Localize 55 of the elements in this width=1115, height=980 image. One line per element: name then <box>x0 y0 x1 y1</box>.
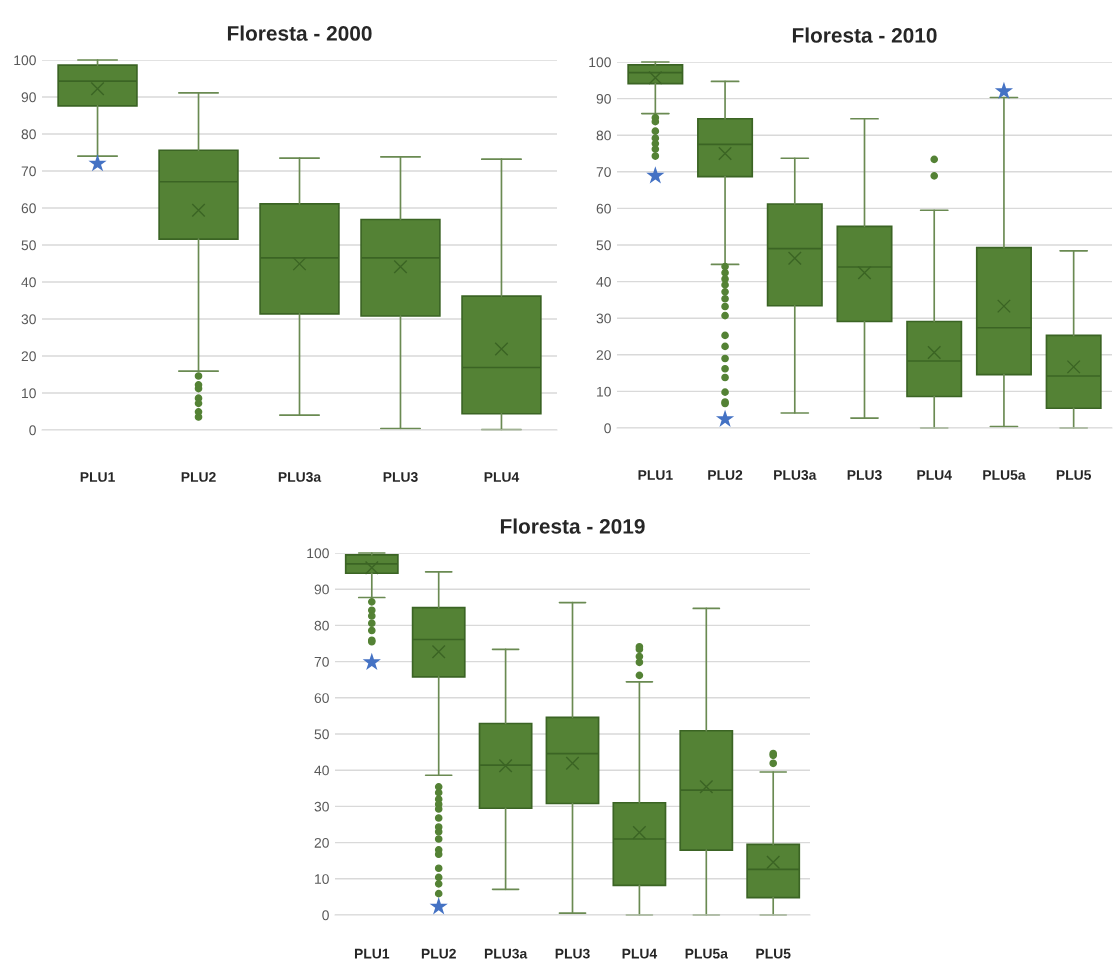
y-tick-label: 80 <box>21 129 36 140</box>
y-tick-label: 10 <box>22 388 36 399</box>
y-tick-label: 40 <box>596 276 611 287</box>
y-tick-label: 50 <box>21 240 36 251</box>
x-tick-label: PLU5a <box>983 470 1026 480</box>
x-tick-label: PLU4 <box>622 948 658 959</box>
y-tick-label: 40 <box>314 765 329 776</box>
y-tick-label: 90 <box>314 584 329 595</box>
y-tick-label: 70 <box>314 656 329 667</box>
y-tick-label: 30 <box>596 313 611 324</box>
y-tick-label: 20 <box>314 837 329 848</box>
x-tick-label: PLU3a <box>774 470 817 480</box>
x-tick-label: PLU1 <box>354 948 390 959</box>
x-tick-label: PLU2 <box>181 472 216 482</box>
x-tick-label: PLU3a <box>484 948 528 959</box>
y-tick-label: 100 <box>14 55 36 66</box>
y-tick-label: 0 <box>29 425 36 436</box>
x-tick-label: PLU5a <box>685 948 729 959</box>
x-tick-label: PLU3a <box>278 472 322 482</box>
x-tick-label: PLU3 <box>555 948 590 959</box>
y-tick-label: 10 <box>597 386 611 397</box>
x-tick-label: PLU1 <box>638 470 673 480</box>
y-tick-label: 80 <box>596 130 611 141</box>
x-tick-label: PLU2 <box>708 470 743 480</box>
x-tick-label: PLU5 <box>1056 470 1092 480</box>
y-tick-label: 0 <box>604 423 611 434</box>
chart-title: Floresta - 2010 <box>792 27 937 43</box>
y-tick-label: 70 <box>21 166 36 177</box>
x-tick-label: PLU4 <box>484 472 520 482</box>
y-tick-label: 100 <box>589 57 611 68</box>
chart-title: Floresta - 2019 <box>500 518 645 534</box>
x-tick-label: PLU2 <box>421 948 456 959</box>
x-tick-label: PLU4 <box>917 470 952 480</box>
y-tick-label: 0 <box>322 910 329 921</box>
y-tick-label: 30 <box>314 801 329 812</box>
y-tick-label: 60 <box>21 203 36 214</box>
y-tick-label: 20 <box>21 351 36 362</box>
y-tick-label: 40 <box>21 277 36 288</box>
y-tick-label: 20 <box>596 350 611 360</box>
y-tick-label: 100 <box>307 548 329 559</box>
x-tick-label: PLU1 <box>80 472 115 482</box>
y-tick-label: 60 <box>314 693 329 703</box>
y-tick-label: 30 <box>21 314 36 325</box>
y-tick-label: 70 <box>596 167 611 177</box>
y-tick-label: 50 <box>314 729 329 740</box>
chart-title: Floresta - 2000 <box>227 25 372 41</box>
y-tick-label: 80 <box>314 620 329 631</box>
y-tick-label: 90 <box>21 92 36 103</box>
x-tick-label: PLU3 <box>383 472 418 482</box>
y-tick-label: 10 <box>315 874 329 884</box>
y-tick-label: 60 <box>596 203 611 214</box>
y-tick-label: 50 <box>596 240 611 251</box>
x-tick-label: PLU5 <box>756 948 791 959</box>
x-tick-label: PLU3 <box>847 470 882 480</box>
y-tick-label: 90 <box>596 93 611 104</box>
